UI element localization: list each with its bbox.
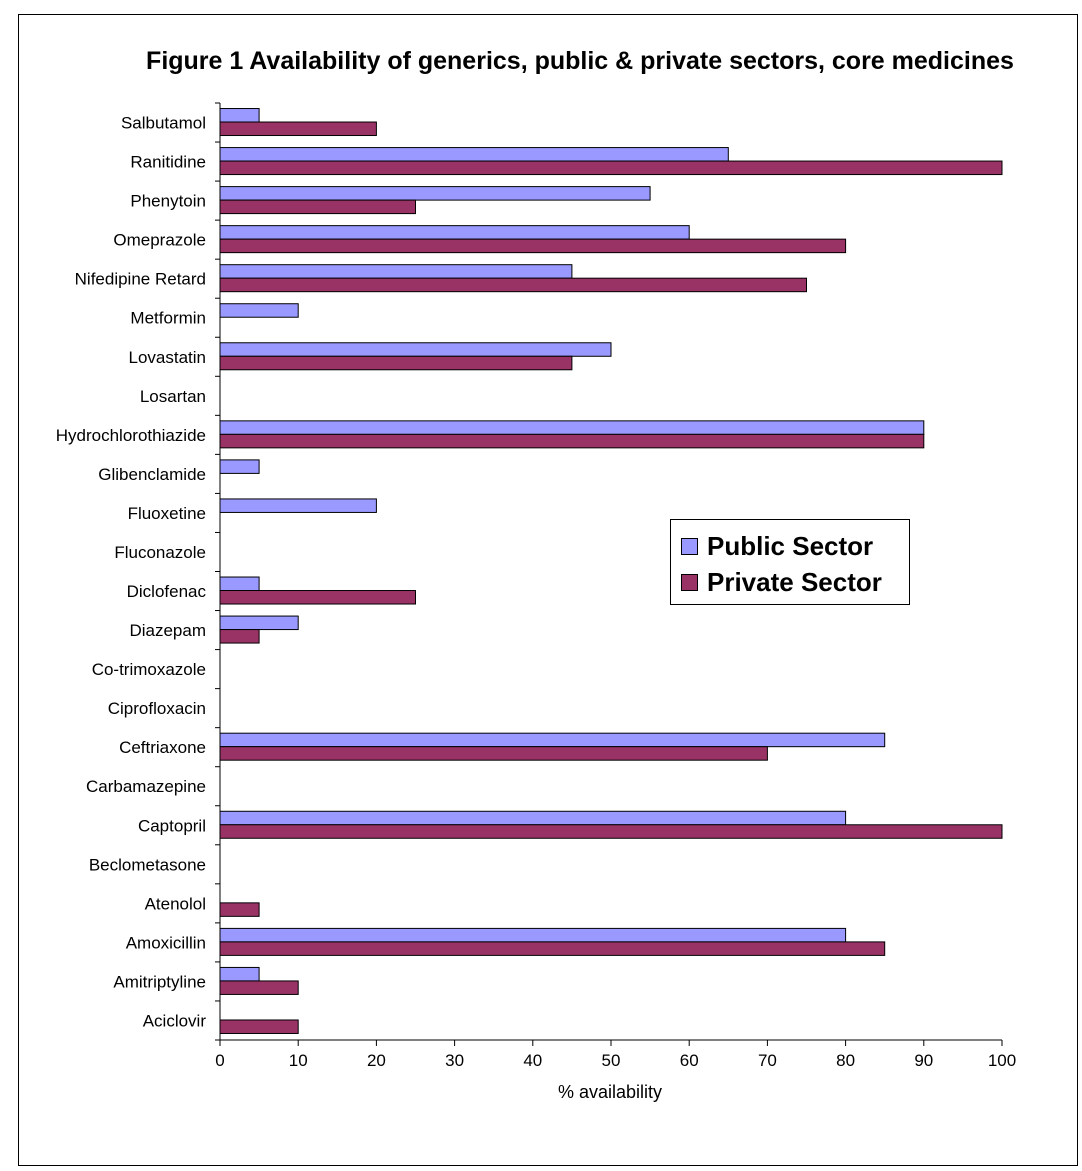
legend-item-private: Private Sector	[671, 564, 909, 600]
bar-private-amoxicillin	[219, 941, 886, 956]
x-tick-label: 100	[988, 1051, 1016, 1070]
y-tick-label: Fluconazole	[114, 543, 206, 562]
y-tick-label: Diazepam	[129, 621, 206, 640]
bar-public-nifedipine-retard	[219, 264, 573, 279]
x-tick-label: 40	[523, 1051, 542, 1070]
bar-private-diclofenac	[219, 590, 416, 605]
bar-private-lovastatin	[219, 355, 573, 371]
y-tick-label: Amoxicillin	[126, 933, 206, 952]
bar-public-hydrochlorothiazide	[219, 420, 925, 435]
bar-private-aciclovir	[219, 1019, 299, 1034]
legend-swatch-private	[681, 573, 698, 591]
x-tick-label: 10	[289, 1051, 308, 1070]
x-tick-label: 60	[680, 1051, 699, 1070]
y-tick-label: Aciclovir	[143, 1011, 207, 1030]
y-tick-label: Co-trimoxazole	[92, 660, 206, 679]
bar-public-omeprazole	[219, 225, 690, 240]
bar-private-diazepam	[219, 629, 260, 644]
y-tick-label: Fluoxetine	[128, 504, 206, 523]
x-tick-label: 30	[445, 1051, 464, 1070]
bar-public-metformin	[219, 303, 299, 318]
axes-layer: Salbutamol Ranitidine Phenytoin Omeprazole N…	[56, 102, 1016, 1070]
y-tick-label: Lovastatin	[129, 348, 207, 367]
bar-public-lovastatin	[219, 342, 612, 357]
bar-public-phenytoin	[219, 186, 651, 201]
y-tick-label: Diclofenac	[127, 582, 207, 601]
y-tick-label: Ceftriaxone	[119, 738, 206, 757]
legend-label-public: Public Sector	[707, 530, 874, 561]
bar-private-captopril	[219, 824, 1003, 839]
y-tick-label: Captopril	[138, 816, 206, 835]
chart-title: Figure 1 Availability of generics, publi…	[146, 47, 1014, 75]
legend-item-public: Public Sector	[671, 528, 909, 564]
bar-private-ceftriaxone	[219, 746, 768, 761]
x-tick-label: 0	[215, 1051, 224, 1070]
bar-private-hydrochlorothiazide	[219, 433, 925, 449]
bar-private-ranitidine	[219, 160, 1003, 176]
bar-public-glibenclamide	[219, 459, 260, 474]
y-tick-label: Nifedipine Retard	[75, 270, 206, 289]
y-tick-label: Carbamazepine	[86, 777, 206, 796]
y-tick-label: Omeprazole	[113, 231, 206, 250]
x-tick-label: 50	[602, 1051, 621, 1070]
bar-public-captopril	[219, 810, 847, 826]
bar-private-omeprazole	[219, 238, 847, 254]
legend: Public Sector Private Sector	[670, 519, 910, 605]
y-tick-label: Ciprofloxacin	[108, 699, 206, 718]
y-tick-label: Glibenclamide	[98, 465, 206, 484]
bar-public-diazepam	[219, 615, 299, 631]
y-tick-label: Phenytoin	[130, 192, 206, 211]
y-tick-label: Amitriptyline	[113, 972, 206, 991]
bar-private-salbutamol	[219, 121, 377, 137]
legend-label-private: Private Sector	[707, 566, 882, 597]
x-axis-title: % availability	[558, 1082, 662, 1102]
bar-public-salbutamol	[219, 108, 260, 123]
bars-layer	[219, 108, 1003, 1034]
bar-public-fluoxetine	[219, 498, 377, 513]
bar-private-nifedipine-retard	[219, 277, 807, 293]
x-tick-label: 70	[758, 1051, 777, 1070]
y-tick-label: Ranitidine	[130, 153, 206, 172]
y-tick-label: Beclometasone	[89, 855, 206, 874]
x-tick-label: 90	[914, 1051, 933, 1070]
y-tick-label: Salbutamol	[121, 114, 206, 133]
bar-public-amitriptyline	[219, 966, 260, 982]
y-tick-label: Metformin	[130, 309, 206, 328]
bar-public-amoxicillin	[219, 927, 847, 943]
x-tick-label: 80	[836, 1051, 855, 1070]
bar-private-phenytoin	[219, 199, 416, 215]
bar-private-amitriptyline	[219, 980, 299, 995]
bar-public-diclofenac	[219, 576, 260, 592]
bar-public-ceftriaxone	[219, 732, 886, 748]
bar-private-atenolol	[219, 902, 260, 917]
y-tick-label: Atenolol	[145, 894, 206, 913]
legend-swatch-public	[681, 537, 698, 555]
x-tick-label: 20	[367, 1051, 386, 1070]
y-tick-label: Losartan	[140, 387, 206, 406]
bar-public-ranitidine	[219, 147, 729, 162]
y-tick-label: Hydrochlorothiazide	[56, 426, 206, 445]
